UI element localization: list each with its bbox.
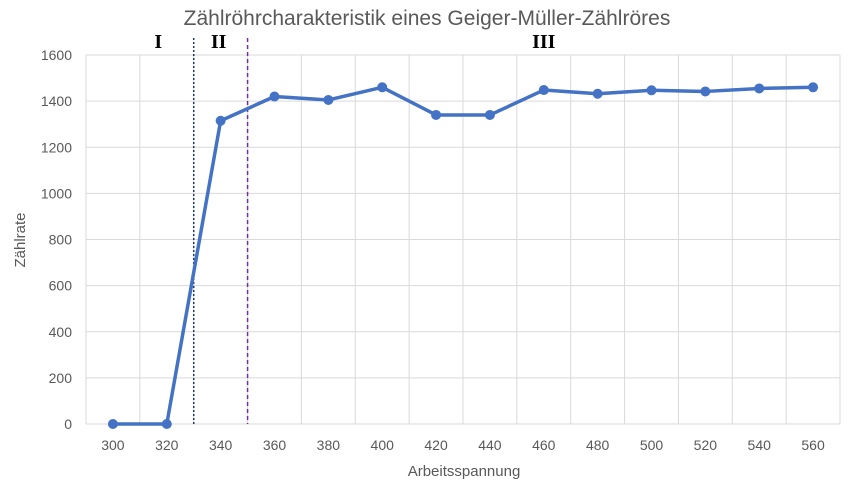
x-tick-label: 520 (694, 437, 718, 453)
y-tick-label: 200 (49, 370, 73, 386)
data-point (323, 94, 334, 105)
data-point (700, 86, 711, 97)
y-tick-label: 1600 (41, 47, 72, 63)
x-axis-label: Arbeitsspannung (408, 463, 521, 480)
data-point (161, 419, 172, 429)
x-tick-label: 440 (478, 437, 502, 453)
chart-title: Zählröhrcharakteristik eines Geiger-Müll… (184, 7, 671, 30)
x-tick-label: 540 (748, 437, 772, 453)
y-axis-label: Zählrate (12, 212, 29, 267)
region-labels: I II III (154, 31, 555, 53)
region-label-1: I (154, 31, 162, 53)
x-tick-label: 500 (640, 437, 664, 453)
data-point (646, 85, 657, 96)
region-label-3: III (532, 31, 556, 53)
y-tick-label: 1000 (41, 185, 72, 201)
data-point (484, 109, 495, 120)
y-tick-label: 600 (49, 278, 73, 294)
series-line (107, 82, 819, 429)
region-label-2: II (211, 31, 227, 53)
y-tick-label: 0 (64, 416, 72, 432)
data-point (377, 82, 388, 93)
data-point (431, 109, 442, 120)
x-tick-label: 340 (209, 437, 233, 453)
x-tick-label: 460 (532, 437, 556, 453)
y-tick-labels: 0 200 400 600 800 1000 1200 1400 1600 (41, 47, 72, 432)
x-tick-labels: 300 320 340 360 380 400 420 440 460 480 500 520 540 5… (101, 437, 825, 453)
data-point (538, 85, 549, 96)
y-tick-label: 800 (49, 232, 73, 248)
data-point (754, 83, 765, 94)
x-tick-label: 420 (424, 437, 448, 453)
x-tick-label: 400 (371, 437, 395, 453)
x-tick-label: 560 (801, 437, 825, 453)
data-point (808, 82, 819, 93)
data-point (269, 91, 280, 102)
x-tick-label: 320 (155, 437, 179, 453)
y-tick-label: 400 (49, 324, 73, 340)
data-point (592, 88, 603, 99)
grid (85, 54, 841, 425)
y-tick-label: 1200 (41, 139, 72, 155)
x-tick-label: 300 (101, 437, 125, 453)
region-boundaries (192, 38, 249, 424)
x-tick-label: 380 (317, 437, 341, 453)
series-path (112, 85, 814, 426)
y-tick-label: 1400 (41, 93, 72, 109)
data-point (215, 115, 226, 126)
x-tick-label: 360 (263, 437, 287, 453)
data-point (107, 419, 118, 429)
x-tick-label: 480 (586, 437, 610, 453)
